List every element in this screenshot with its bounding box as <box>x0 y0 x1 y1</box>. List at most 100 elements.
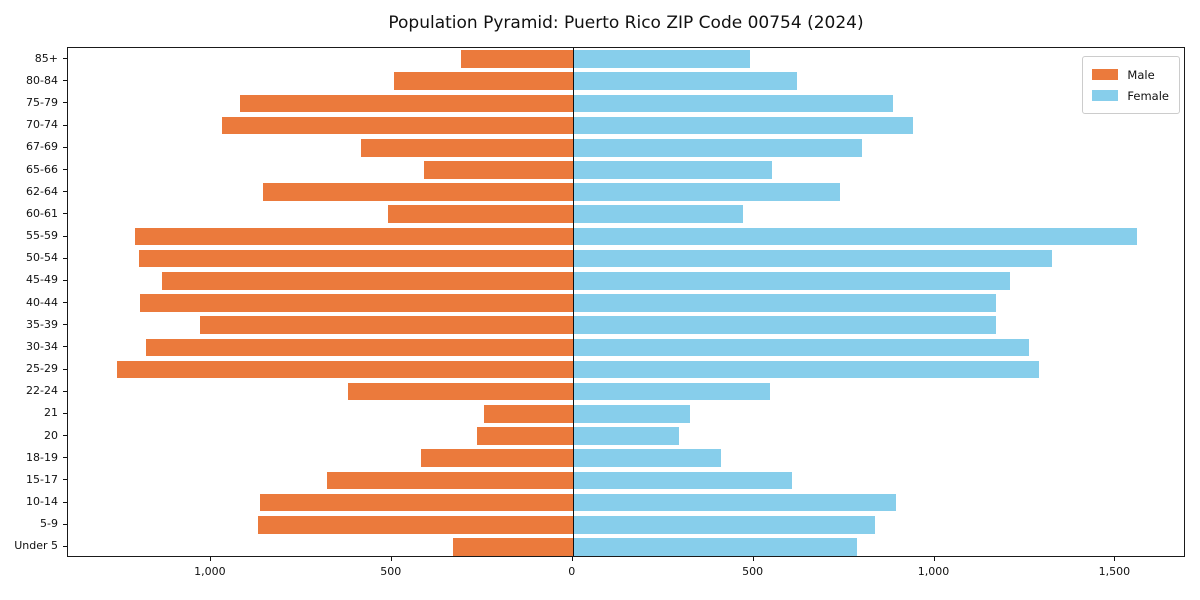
x-tick-mark <box>571 557 573 561</box>
y-tick-label: 10-14 <box>26 495 58 509</box>
male-bar <box>420 449 573 467</box>
male-bar <box>145 338 573 357</box>
female-bar <box>572 116 913 135</box>
male-bar <box>200 316 573 334</box>
female-bar <box>572 360 1040 379</box>
y-tick-label: 15-17 <box>26 472 58 486</box>
y-tick-label: 18-19 <box>26 450 58 464</box>
x-tick-mark <box>1114 557 1116 561</box>
x-tick-label: 500 <box>380 565 402 578</box>
male-bar <box>263 183 573 201</box>
female-bar <box>572 205 743 224</box>
male-bar <box>453 538 573 556</box>
y-tick-label: 21 <box>44 406 58 420</box>
female-bar <box>572 405 691 423</box>
legend-label-female: Female <box>1127 88 1169 103</box>
y-tick-mark <box>63 346 67 348</box>
y-tick-mark <box>63 257 67 259</box>
y-tick-label: 80-84 <box>26 73 58 87</box>
legend-label-male: Male <box>1127 67 1155 82</box>
y-tick-mark <box>63 102 67 104</box>
y-tick-label: 22-24 <box>26 384 58 398</box>
y-tick-mark <box>63 169 67 170</box>
y-tick-label: 75-79 <box>26 95 58 109</box>
y-tick-mark <box>63 213 67 215</box>
female-bar <box>572 50 750 68</box>
male-bar <box>162 272 573 290</box>
male-bar <box>388 205 573 224</box>
male-bar <box>361 138 573 157</box>
legend-entry-male: Male <box>1092 64 1169 85</box>
y-tick-mark <box>63 457 67 459</box>
x-tick-label: 0 <box>568 565 576 578</box>
female-bar <box>572 161 772 179</box>
female-bar <box>572 471 792 490</box>
female-bar <box>572 272 1011 290</box>
x-tick-label: 1,000 <box>194 565 226 578</box>
female-bar <box>572 249 1053 268</box>
chart-title: Population Pyramid: Puerto Rico ZIP Code… <box>388 13 864 33</box>
y-tick-label: 30-34 <box>26 339 58 353</box>
x-tick-label: 1,500 <box>1098 565 1131 578</box>
center-axis-line <box>572 48 575 556</box>
female-bar <box>572 382 770 401</box>
x-tick-mark <box>752 557 754 561</box>
male-bar <box>258 515 573 534</box>
legend-entry-female: Female <box>1092 85 1169 106</box>
y-tick-mark <box>63 368 67 370</box>
y-tick-label: 62-64 <box>26 184 58 198</box>
female-bar <box>572 338 1029 357</box>
male-bar <box>460 50 573 68</box>
female-bar <box>572 94 893 113</box>
y-tick-mark <box>63 58 67 60</box>
y-tick-mark <box>63 501 67 503</box>
plot-area: Male Female <box>67 47 1185 557</box>
y-tick-mark <box>63 80 67 82</box>
male-color-swatch <box>1092 69 1119 80</box>
male-bar <box>259 493 573 512</box>
male-bar <box>484 405 573 423</box>
female-bar <box>572 538 857 556</box>
female-bar <box>572 316 996 334</box>
y-tick-label: 50-54 <box>26 251 58 265</box>
x-tick-mark <box>933 557 935 561</box>
y-tick-mark <box>63 523 67 525</box>
male-bar <box>116 360 573 379</box>
y-tick-label: 25-29 <box>26 362 58 375</box>
y-tick-label: 60-61 <box>26 206 58 220</box>
legend: Male Female <box>1082 56 1180 114</box>
y-tick-label: 40-44 <box>26 295 58 309</box>
female-bar <box>572 294 996 312</box>
x-tick-label: 1,000 <box>917 565 950 578</box>
y-tick-mark <box>63 390 67 392</box>
male-bar <box>326 471 573 490</box>
male-bar <box>138 249 573 268</box>
female-bar <box>572 449 721 467</box>
y-tick-label: 45-49 <box>26 273 58 287</box>
female-bar <box>572 227 1138 246</box>
y-tick-label: 55-59 <box>26 229 58 242</box>
y-tick-label: 65-66 <box>26 162 58 176</box>
male-bar <box>140 294 573 312</box>
x-tick-mark <box>390 557 392 561</box>
female-bar <box>572 427 680 445</box>
male-bar <box>134 227 573 246</box>
male-bar <box>393 72 573 91</box>
y-tick-label: 70-74 <box>26 118 58 132</box>
female-bar <box>572 72 797 91</box>
female-bar <box>572 138 863 157</box>
y-tick-label: 67-69 <box>26 140 58 154</box>
x-tick-mark <box>209 557 211 561</box>
y-tick-label: 35-39 <box>26 317 58 331</box>
y-tick-mark <box>63 302 67 303</box>
male-bar <box>221 116 573 135</box>
female-bar <box>572 515 875 534</box>
y-tick-mark <box>63 412 67 414</box>
y-tick-label: Under 5 <box>14 539 58 553</box>
y-tick-label: 85+ <box>34 51 58 65</box>
y-tick-mark <box>63 124 67 126</box>
y-tick-mark <box>63 191 67 193</box>
y-tick-mark <box>63 435 67 436</box>
male-bar <box>424 161 573 179</box>
